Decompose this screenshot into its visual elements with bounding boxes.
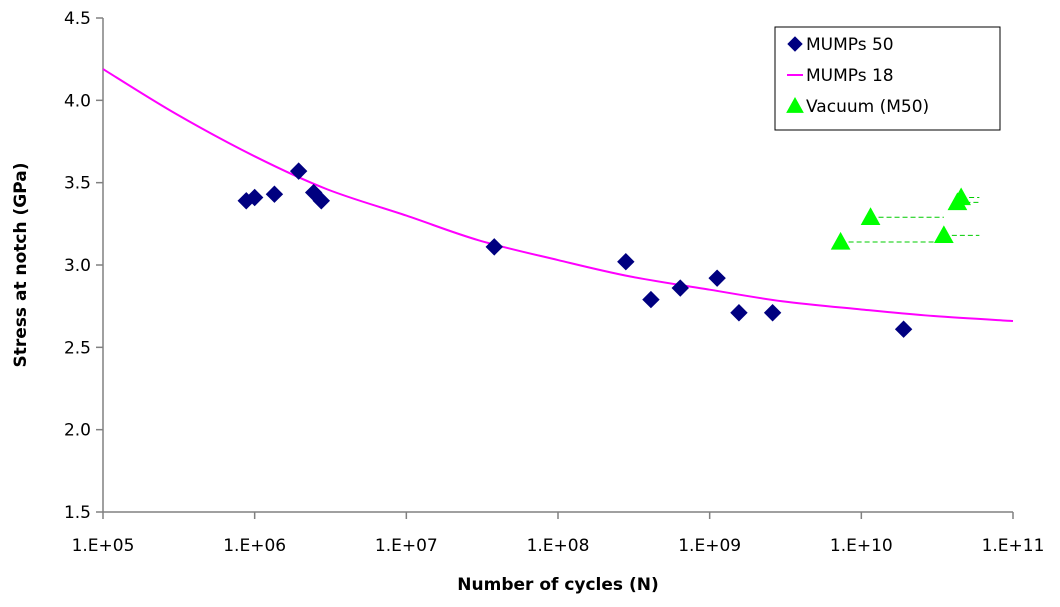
data-point-vacuum-m50 xyxy=(951,187,971,206)
legend: MUMPs 50 MUMPs 18 Vacuum (M50) xyxy=(774,26,1001,131)
data-point-mumps-50 xyxy=(289,162,308,180)
x-ticks: 1.E+05 1.E+06 1.E+07 1.E+08 1.E+09 1.E+10 1.E+… xyxy=(72,512,1045,556)
legend-swatch-triangle xyxy=(786,96,804,113)
series-lines xyxy=(102,68,1014,322)
data-point-mumps-50 xyxy=(763,304,782,322)
series-line-mumps-18 xyxy=(102,68,1014,322)
x-tick-label: 1.E+10 xyxy=(830,536,893,556)
x-tick-label: 1.E+09 xyxy=(678,536,741,556)
plot-area: 1.5 2.0 2.5 3.0 3.5 4.0 4.5 1.E+05 1.E+06 1.E+07… xyxy=(64,9,1044,556)
series-markers xyxy=(237,162,971,338)
y-tick-label: 4.0 xyxy=(64,91,91,111)
data-point-mumps-50 xyxy=(245,188,264,207)
data-point-mumps-50 xyxy=(730,304,748,322)
y-tick-label: 3.0 xyxy=(64,256,91,276)
y-ticks: 1.5 2.0 2.5 3.0 3.5 4.0 4.5 xyxy=(64,9,103,523)
x-tick-label: 1.E+08 xyxy=(527,536,590,556)
data-point-vacuum-m50 xyxy=(830,231,851,250)
x-tick-label: 1.E+06 xyxy=(223,536,286,556)
data-point-vacuum-m50 xyxy=(934,225,954,244)
y-tick-label: 4.5 xyxy=(64,9,91,29)
legend-label: Vacuum (M50) xyxy=(806,97,929,117)
y-axis-title: Stress at notch (GPa) xyxy=(11,163,31,368)
data-point-mumps-50 xyxy=(617,252,635,271)
legend-box xyxy=(774,26,1001,131)
y-tick-label: 3.5 xyxy=(64,174,91,194)
data-point-mumps-50 xyxy=(265,185,284,203)
y-tick-label: 2.0 xyxy=(64,421,91,441)
y-tick-label: 1.5 xyxy=(64,503,91,523)
x-tick-label: 1.E+07 xyxy=(375,536,438,556)
legend-label: MUMPs 18 xyxy=(806,66,894,86)
data-point-mumps-50 xyxy=(312,192,331,210)
data-point-vacuum-m50 xyxy=(860,207,881,225)
legend-label: MUMPs 50 xyxy=(806,35,894,55)
y-tick-label: 2.5 xyxy=(64,338,91,358)
data-point-mumps-50 xyxy=(708,269,726,287)
data-point-mumps-50 xyxy=(485,238,503,256)
legend-swatch-diamond xyxy=(787,36,803,52)
data-point-mumps-50 xyxy=(642,290,660,309)
x-axis-title: Number of cycles (N) xyxy=(457,575,658,595)
x-tick-label: 1.E+11 xyxy=(982,536,1045,556)
legend-items: MUMPs 50 MUMPs 18 Vacuum (M50) xyxy=(786,35,929,117)
data-point-mumps-50 xyxy=(671,279,689,297)
data-point-mumps-50 xyxy=(894,320,913,338)
x-tick-label: 1.E+05 xyxy=(72,536,135,556)
